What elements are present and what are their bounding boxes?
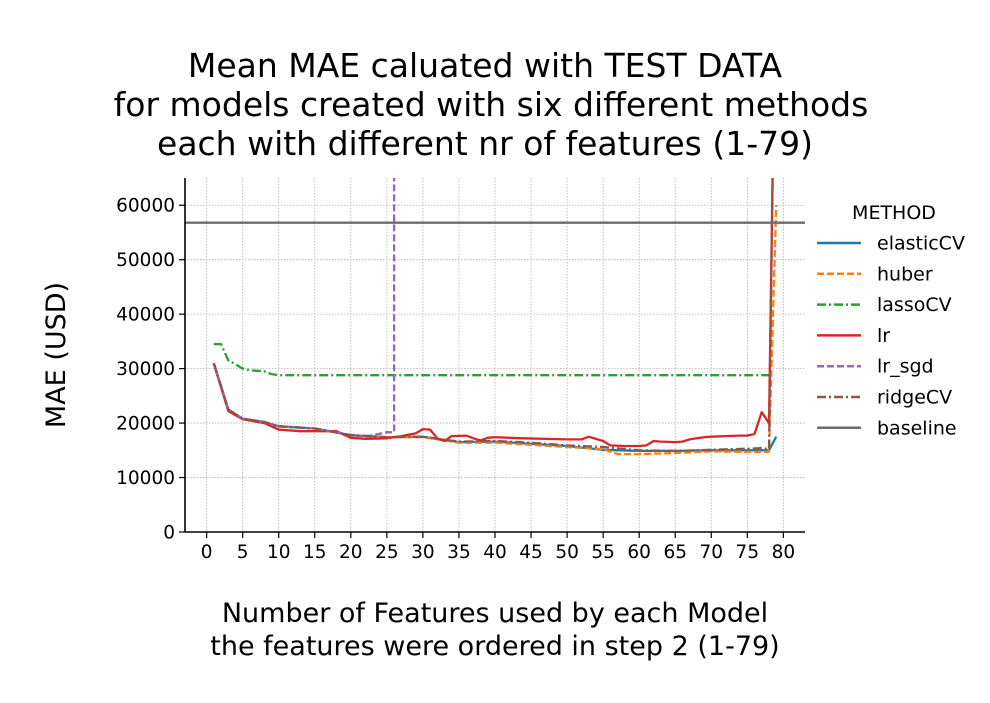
x-tick-label: 50	[555, 542, 579, 563]
series-line-lr	[212, 178, 774, 448]
x-tick-label: 45	[519, 542, 543, 563]
x-tick-label: 75	[736, 542, 760, 563]
legend: METHOD elasticCV huber lassoCV lr lr_sgdridg…	[817, 202, 965, 439]
legend-label-lr: lr	[877, 325, 890, 347]
legend-label-elasticCV: elasticCV	[877, 233, 965, 255]
legend-label-baseline: baseline	[877, 417, 957, 439]
x-tick-label: 10	[267, 542, 291, 563]
chart-title: Mean MAE caluated with TEST DATA for mod…	[114, 46, 869, 163]
title-line-3: each with different nr of features (1-79…	[157, 124, 813, 163]
x-tick-label: 15	[303, 542, 327, 563]
title-line-1: Mean MAE caluated with TEST DATA	[188, 46, 783, 85]
grid	[185, 178, 805, 533]
legend-label-ridgeCV: ridgeCV	[877, 387, 952, 409]
y-tick-label: 0	[163, 523, 175, 544]
x-tick-label: 25	[375, 542, 399, 563]
x-tick-label: 60	[627, 542, 651, 563]
x-axis-label-line-2: the features were ordered in step 2 (1-7…	[210, 631, 779, 662]
x-tick-label: 30	[411, 542, 435, 563]
y-tick-label: 60000	[116, 196, 175, 217]
x-axis-label: Number of Features used by each Model th…	[210, 598, 779, 662]
x-tick-label: 80	[772, 542, 796, 563]
y-tick-labels: 0 10000 20000 30000 40000 50000 60000	[116, 196, 175, 544]
legend-label-lassoCV: lassoCV	[877, 294, 952, 316]
x-tick-label: 20	[339, 542, 363, 563]
series-lines	[185, 178, 805, 456]
series-line-lr_sgd	[212, 178, 396, 438]
axes	[179, 178, 805, 538]
x-tick-label: 35	[447, 542, 471, 563]
series-line-ridgeCV	[212, 178, 774, 453]
y-tick-label: 40000	[116, 305, 175, 326]
x-tick-label: 0	[201, 542, 213, 563]
y-axis-label: MAE (USD)	[41, 282, 72, 428]
x-tick-label: 65	[663, 542, 687, 563]
legend-title: METHOD	[852, 202, 936, 224]
legend-label-lr_sgd: lr_sgd	[877, 356, 934, 378]
title-line-2: for models created with six different me…	[114, 85, 869, 124]
x-tick-label: 5	[237, 542, 249, 563]
x-axis-label-line-1: Number of Features used by each Model	[222, 598, 768, 629]
series-line-lassoCV	[213, 342, 769, 377]
x-tick-label: 70	[700, 542, 724, 563]
series-line-huber	[212, 205, 778, 456]
x-tick-label: 40	[483, 542, 507, 563]
legend-label-huber: huber	[877, 263, 933, 285]
x-tick-labels: 0 5 10 15 20 25 30 35 40 45 50 55 60 65 70 75 80	[201, 542, 795, 563]
y-tick-label: 20000	[116, 414, 175, 435]
x-tick-label: 55	[591, 542, 615, 563]
y-tick-label: 50000	[116, 250, 175, 271]
y-tick-label: 10000	[116, 468, 175, 489]
y-tick-label: 30000	[116, 359, 175, 380]
